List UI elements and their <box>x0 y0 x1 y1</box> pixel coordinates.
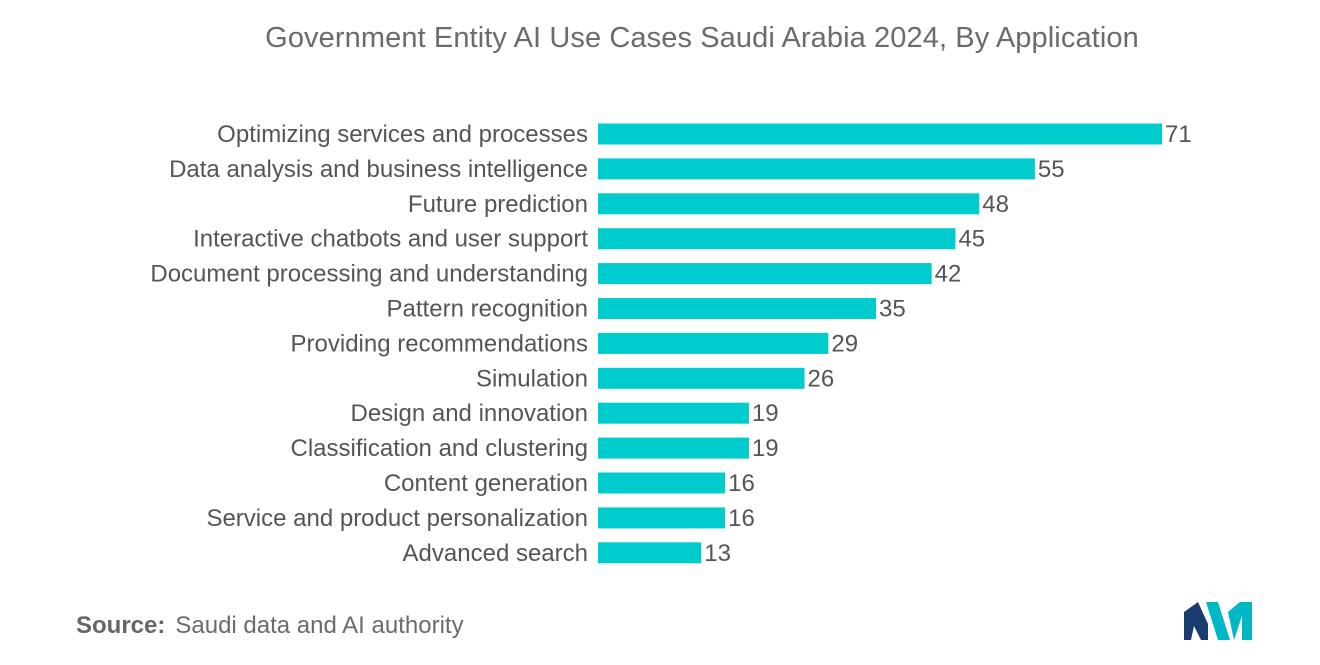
mordor-intelligence-logo-icon <box>1184 602 1252 640</box>
value-label: 29 <box>831 330 858 357</box>
value-label: 19 <box>752 435 779 462</box>
category-label: Optimizing services and processes <box>217 121 588 148</box>
value-label: 71 <box>1165 121 1192 148</box>
bar <box>598 228 956 250</box>
value-label: 16 <box>728 505 755 532</box>
bar <box>598 402 749 424</box>
source-text: Saudi data and AI authority <box>175 612 464 639</box>
bar <box>598 158 1035 180</box>
chart-title: Government Entity AI Use Cases Saudi Ara… <box>265 22 1139 54</box>
bar <box>598 298 877 319</box>
category-label: Advanced search <box>403 540 588 567</box>
category-label: Design and innovation <box>350 400 588 427</box>
bar <box>598 472 726 494</box>
bar <box>598 367 805 389</box>
bar <box>598 507 726 529</box>
category-label: Document processing and understanding <box>150 261 588 288</box>
value-label: 55 <box>1038 156 1065 183</box>
value-label: 48 <box>982 191 1009 218</box>
category-label: Service and product personalization <box>206 505 588 532</box>
bars <box>598 123 1162 564</box>
category-label: Interactive chatbots and user support <box>193 226 588 253</box>
bar <box>598 263 932 285</box>
bar <box>598 542 702 564</box>
bar <box>598 332 829 354</box>
value-label: 19 <box>752 400 779 427</box>
category-label: Content generation <box>384 470 588 497</box>
category-label: Future prediction <box>408 191 588 218</box>
category-label: Simulation <box>476 365 588 392</box>
category-label: Classification and clustering <box>291 435 588 462</box>
value-label: 35 <box>879 296 906 323</box>
category-labels: Optimizing services and processes Data an… <box>150 121 588 567</box>
bar <box>598 123 1162 145</box>
category-label: Providing recommendations <box>291 330 588 357</box>
bar <box>598 437 749 459</box>
source-note: Source: Saudi data and AI authority <box>76 612 464 640</box>
value-label: 13 <box>704 540 731 567</box>
value-label: 45 <box>958 226 985 253</box>
value-label: 42 <box>935 261 962 288</box>
source-label: Source: <box>76 612 166 639</box>
category-label: Data analysis and business intelligence <box>169 156 588 183</box>
value-label: 26 <box>808 365 835 392</box>
category-label: Pattern recognition <box>387 296 588 323</box>
bar <box>598 193 980 215</box>
value-label: 16 <box>728 470 755 497</box>
value-labels: 71 55 48 45 42 35 29 26 19 19 16 16 13 <box>704 121 1191 567</box>
